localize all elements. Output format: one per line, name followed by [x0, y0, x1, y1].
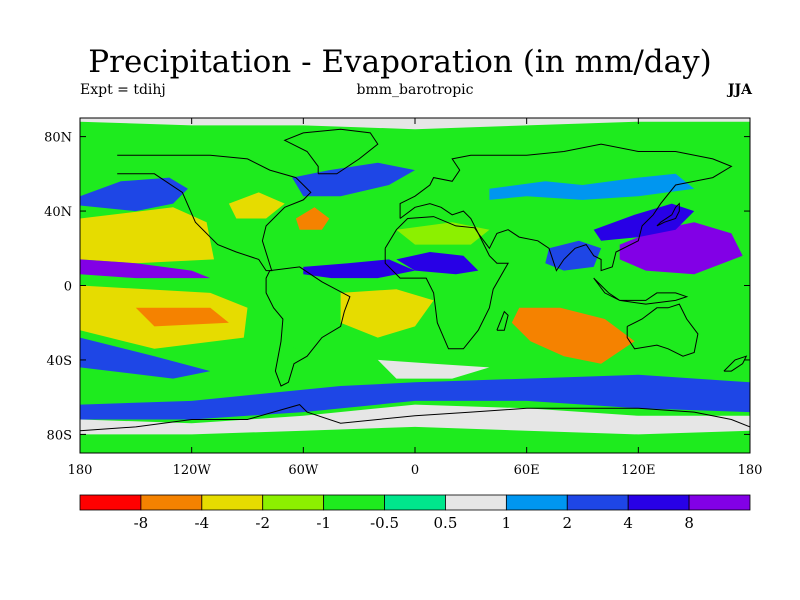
colorbar-label: 0.5 [434, 514, 458, 532]
africa-coast [384, 216, 509, 350]
colorbar-label: -8 [134, 514, 149, 532]
season-label: JJA [727, 82, 752, 98]
region-south-america-green [277, 296, 334, 353]
map-axes: 180 120W 60W 0 60E 120E 180 80N 40N 0 40S 80S [44, 118, 762, 478]
colorbar-label: 1 [502, 514, 512, 532]
x-tick-label: 120E [621, 463, 655, 478]
x-tick-label: 0 [411, 463, 419, 478]
region-indian-ocean-orange [511, 307, 635, 364]
region-south-pacific-convergence [80, 337, 211, 379]
south-america-coast [265, 266, 351, 387]
chart-title: Precipitation - Evaporation (in mm/day) [88, 44, 712, 80]
region-atlantic-orange-west [295, 207, 330, 230]
colorbar: -8 -4 -2 -1 -0.5 0.5 1 2 4 8 [79, 494, 751, 532]
region-southern-africa-gray [377, 359, 490, 379]
coastlines [80, 128, 750, 432]
y-tick-label: 40N [44, 205, 72, 220]
colorbar-swatch [323, 494, 385, 511]
indonesia-coast [593, 277, 689, 305]
colorbar-swatch [201, 494, 264, 511]
case-label: bmm_barotropic [356, 82, 474, 98]
region-northern-storm-track-pacific [80, 177, 188, 212]
colorbar-swatch [566, 494, 629, 511]
region-north-indian-monsoon [545, 240, 602, 271]
colorbar-swatch [627, 494, 690, 511]
region-northern-asia-blue [489, 173, 695, 200]
colorbar-label: -0.5 [370, 514, 399, 532]
region-africa-sahel-rain [396, 252, 479, 275]
experiment-label: Expt = tdihj [80, 82, 166, 98]
region-west-pacific-warm-pool [619, 222, 743, 275]
region-tropical-atlantic-dry [340, 289, 434, 338]
antarctica-coast [80, 404, 750, 432]
region-sahara-green [396, 222, 490, 245]
colorbar-label: 2 [562, 514, 572, 532]
colorbar-swatch [140, 494, 203, 511]
colorbar-label: -4 [195, 514, 210, 532]
colorbar-label: 8 [684, 514, 694, 532]
colorbar-swatch [384, 494, 446, 511]
precip-evap-field [80, 118, 750, 435]
x-tick-label: 60E [514, 463, 540, 478]
region-north-pacific-itcz [80, 259, 211, 279]
japan-coast [656, 202, 680, 227]
region-atlantic-itcz [303, 259, 415, 279]
y-tick-label: 0 [64, 280, 72, 295]
eurasia-coast [399, 143, 733, 272]
colorbar-label: -2 [255, 514, 270, 532]
colorbar-label: 4 [623, 514, 633, 532]
region-southern-ocean-gray [80, 404, 750, 435]
colorbar-swatch [262, 494, 325, 511]
colorbar-swatch [445, 494, 507, 511]
region-north-atlantic-storm-track [292, 162, 415, 197]
australia-coast [626, 303, 699, 357]
x-tick-label: 60W [288, 463, 319, 478]
madagascar-coast [496, 310, 509, 331]
colorbar-swatch [79, 494, 142, 511]
region-north-america-yellow [228, 192, 285, 219]
y-tick-label: 80S [47, 428, 72, 443]
colorbar-swatch [688, 494, 751, 511]
x-tick-label: 180 [738, 463, 763, 478]
greenland-coast [283, 128, 379, 175]
x-tick-label: 180 [68, 463, 93, 478]
north-america-coast [117, 154, 312, 272]
x-tick-label: 120W [173, 463, 212, 478]
colorbar-swatch [505, 494, 568, 511]
region-east-asia-monsoon [593, 203, 695, 241]
y-tick-label: 80N [44, 131, 72, 146]
colorbar-label: -1 [316, 514, 331, 532]
region-north-pacific-subtropic-dry [80, 207, 214, 264]
region-southern-ocean-storm-track [80, 374, 750, 420]
y-tick-label: 40S [47, 354, 72, 369]
region-south-pacific-orange [135, 307, 229, 327]
